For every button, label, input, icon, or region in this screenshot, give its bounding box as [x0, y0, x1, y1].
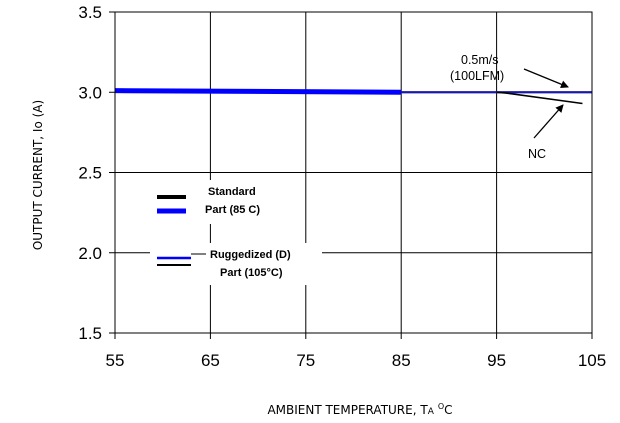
x-tick-label: 85 [392, 351, 411, 370]
x-tick-label: 105 [578, 351, 606, 370]
y-tick-label: 3.0 [78, 83, 102, 102]
x-axis-title: AMBIENT TEMPERATURE, TAOC [267, 402, 452, 417]
legend-ruggedized-line1: Ruggedized (D) [210, 249, 291, 261]
annotation-airflow-line2: (100LFM) [450, 69, 504, 83]
y-tick-label: 1.5 [78, 324, 102, 343]
annotation-airflow-line1: 0.5m/s [461, 53, 499, 67]
x-tick-labels: 55 65 75 85 95 105 [106, 351, 607, 370]
plot-frame [114, 11, 593, 334]
series-line-3 [496, 91, 583, 105]
legend-standard-line2: Part (85 C) [205, 204, 260, 216]
legend-standard-line1: Standard [208, 186, 256, 198]
x-tick-label: 95 [487, 351, 506, 370]
annotation-nc-arrow [533, 104, 564, 139]
legend-entry-1-box [150, 180, 278, 224]
legend-ruggedized-line2: Part (105°C) [220, 267, 283, 279]
x-tick-label: 65 [201, 351, 220, 370]
series-layer [114, 88, 592, 105]
x-tick-label: 75 [296, 351, 315, 370]
y-tick-label: 2.0 [78, 244, 102, 263]
annotation-airflow-arrow [523, 68, 569, 89]
series-line-1 [114, 88, 402, 95]
legend: Standard Part (85 C) Ruggedized (D) Part… [150, 180, 322, 285]
x-tick-label: 55 [106, 351, 125, 370]
annotations: 0.5m/s (100LFM) NC [450, 53, 569, 161]
y-tick-label: 3.5 [78, 3, 102, 22]
y-axis-title: OUTPUT CURRENT, Io (A) [31, 100, 45, 250]
y-tick-label: 2.5 [78, 164, 102, 183]
y-tick-labels: 1.5 2.0 2.5 3.0 3.5 [78, 3, 102, 343]
annotation-nc-label: NC [528, 147, 546, 161]
